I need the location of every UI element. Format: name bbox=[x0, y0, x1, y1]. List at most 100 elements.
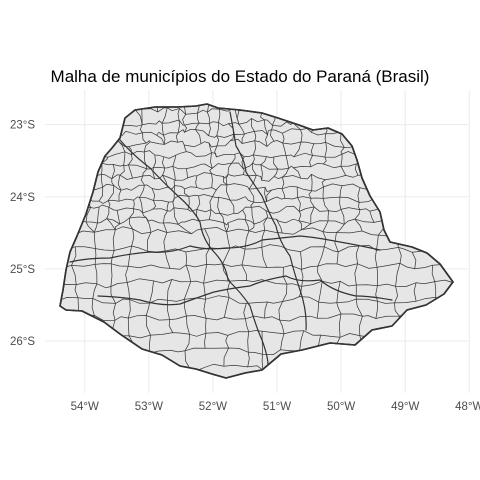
municipality-boundary bbox=[358, 202, 361, 211]
municipality-boundary bbox=[126, 282, 131, 301]
municipality-boundary bbox=[151, 188, 156, 201]
municipality-boundary bbox=[93, 231, 96, 249]
municipality-boundary bbox=[280, 333, 285, 351]
municipality-boundary bbox=[212, 188, 218, 197]
municipality-boundary bbox=[85, 221, 95, 233]
municipality-boundary bbox=[119, 139, 269, 369]
longitude-tick-labels: 54°W 53°W 52°W 51°W 50°W 49°W 48°W bbox=[71, 401, 480, 413]
municipality-boundary bbox=[128, 146, 132, 155]
municipality-boundary bbox=[298, 220, 302, 231]
municipality-boundary bbox=[133, 199, 135, 210]
municipality-boundary bbox=[300, 129, 303, 143]
municipality-boundary bbox=[183, 188, 190, 197]
municipality-boundary bbox=[261, 229, 266, 248]
municipality-boundary bbox=[282, 132, 285, 144]
municipality-boundary bbox=[101, 162, 103, 175]
municipality-boundary bbox=[231, 153, 236, 164]
municipality-boundary bbox=[152, 200, 156, 210]
municipality-boundary bbox=[241, 156, 245, 169]
municipality-boundary bbox=[195, 175, 198, 188]
municipality-boundary bbox=[225, 335, 229, 349]
municipality-boundary bbox=[355, 245, 360, 265]
municipality-boundary bbox=[139, 197, 143, 214]
municipality-boundary bbox=[340, 147, 345, 155]
municipality-boundary bbox=[223, 297, 230, 318]
municipality-boundary bbox=[177, 108, 180, 121]
municipality-boundary bbox=[222, 247, 231, 265]
municipality-boundary bbox=[145, 302, 150, 316]
municipality-boundary bbox=[219, 212, 225, 224]
municipality-boundary bbox=[241, 264, 247, 281]
municipality-boundary bbox=[230, 134, 234, 141]
municipality-boundary bbox=[175, 132, 179, 143]
municipality-boundary bbox=[340, 131, 345, 148]
municipality-boundary bbox=[197, 112, 200, 124]
municipality-boundary bbox=[129, 208, 134, 219]
municipality-boundary bbox=[111, 164, 115, 180]
municipality-boundary bbox=[411, 251, 417, 270]
municipality-boundary bbox=[152, 167, 156, 180]
municipality-boundary bbox=[247, 351, 250, 368]
municipality-boundary bbox=[92, 283, 98, 299]
municipality-boundary bbox=[374, 249, 378, 268]
municipality-boundary bbox=[252, 140, 256, 156]
municipality-boundary bbox=[161, 107, 168, 124]
municipality-boundary bbox=[297, 197, 301, 212]
municipality-boundary bbox=[173, 207, 179, 225]
municipality-boundary bbox=[265, 134, 268, 147]
municipality-boundary bbox=[321, 179, 326, 188]
municipality-boundary bbox=[205, 317, 207, 334]
municipality-boundary bbox=[248, 223, 255, 232]
municipality-boundary bbox=[127, 317, 130, 337]
municipality-boundary bbox=[163, 210, 168, 224]
municipality-boundary bbox=[395, 262, 401, 287]
municipality-boundary bbox=[125, 265, 129, 283]
municipality-boundary bbox=[119, 164, 125, 176]
municipality-boundary bbox=[107, 185, 115, 202]
municipality-boundary bbox=[227, 280, 231, 298]
municipality-boundary bbox=[281, 176, 285, 190]
municipality-boundary bbox=[285, 155, 289, 169]
municipality-boundary bbox=[243, 303, 247, 320]
municipality-boundary bbox=[71, 265, 77, 285]
municipality-boundary bbox=[299, 330, 305, 352]
municipality-boundary bbox=[217, 196, 221, 214]
municipality-boundary bbox=[310, 143, 315, 156]
municipality-boundary bbox=[143, 151, 148, 170]
municipality-boundary bbox=[265, 210, 268, 219]
municipality-boundary bbox=[149, 280, 154, 304]
municipality-boundary bbox=[322, 220, 329, 232]
municipality-boundary bbox=[172, 154, 177, 167]
municipality-boundary bbox=[376, 266, 378, 287]
municipality-boundary bbox=[69, 235, 381, 263]
municipality-boundary bbox=[245, 318, 250, 333]
municipality-boundary bbox=[128, 164, 133, 179]
municipality-boundary bbox=[143, 141, 151, 153]
municipality-boundary bbox=[203, 282, 206, 300]
municipality-boundary bbox=[139, 124, 143, 134]
longitude-tick-label: 49°W bbox=[391, 401, 419, 413]
municipality-boundary bbox=[260, 156, 267, 166]
municipality-boundary bbox=[209, 196, 213, 210]
municipality-boundary bbox=[117, 140, 126, 153]
municipality-boundary bbox=[266, 189, 272, 202]
latitude-tick-label: 26°S bbox=[10, 336, 35, 348]
municipality-boundary bbox=[261, 246, 268, 268]
municipality-boundary bbox=[229, 199, 235, 214]
municipality-boundary bbox=[60, 278, 453, 289]
municipality-boundary bbox=[167, 299, 170, 320]
municipality-boundary bbox=[354, 263, 358, 286]
municipality-boundary bbox=[142, 168, 148, 177]
municipality-boundary bbox=[204, 332, 207, 349]
municipality-boundary bbox=[229, 111, 307, 331]
municipality-boundary bbox=[247, 331, 250, 353]
municipality-boundary bbox=[208, 123, 211, 137]
municipality-boundary bbox=[196, 195, 201, 210]
municipality-boundary bbox=[183, 144, 187, 152]
municipality-boundary bbox=[223, 222, 227, 233]
municipality-boundary bbox=[263, 119, 268, 136]
municipality-boundary bbox=[236, 110, 240, 125]
municipality-boundary bbox=[263, 217, 268, 231]
municipality-boundary bbox=[129, 217, 134, 230]
municipality-boundary bbox=[183, 124, 187, 133]
